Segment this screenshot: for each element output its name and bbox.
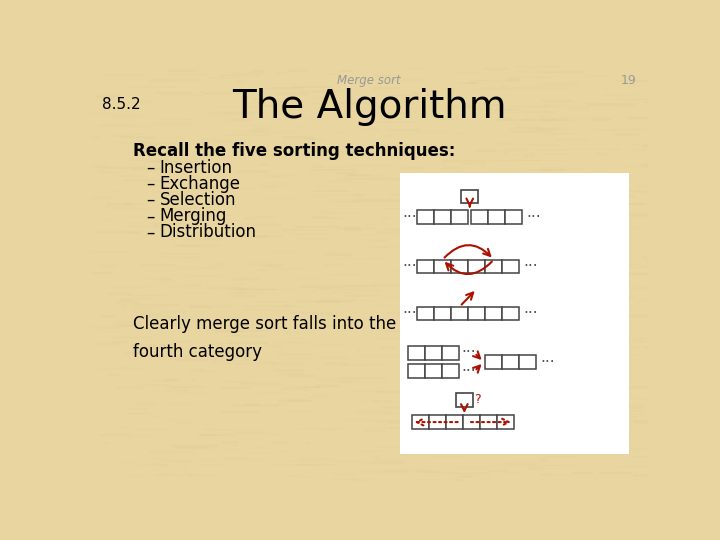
Bar [468, 260, 485, 273]
Bar [451, 211, 468, 224]
Text: 19: 19 [621, 74, 636, 87]
Bar [417, 211, 434, 224]
Bar [462, 190, 478, 204]
Bar [412, 415, 428, 429]
Text: ···: ··· [523, 306, 538, 321]
Text: 8.5.2: 8.5.2 [102, 97, 140, 112]
Bar [497, 415, 514, 429]
Bar [446, 415, 463, 429]
Bar [417, 260, 434, 273]
Bar [505, 211, 523, 224]
Text: Insertion: Insertion [160, 159, 233, 177]
Text: ···: ··· [402, 306, 417, 321]
Text: Exchange: Exchange [160, 175, 240, 193]
Text: ?: ? [474, 393, 481, 406]
Text: The Algorithm: The Algorithm [232, 88, 506, 126]
Bar [408, 364, 425, 378]
Bar [428, 415, 446, 429]
Bar [425, 346, 442, 360]
Text: Merge sort: Merge sort [337, 74, 401, 87]
Bar [485, 355, 503, 369]
Bar [519, 355, 536, 369]
Text: ···: ··· [461, 364, 475, 379]
Text: Clearly merge sort falls into the
fourth category: Clearly merge sort falls into the fourth… [132, 315, 396, 361]
Text: Recall the five sorting techniques:: Recall the five sorting techniques: [132, 142, 455, 160]
Text: –: – [145, 207, 154, 225]
Bar [417, 307, 434, 320]
Text: ···: ··· [402, 259, 417, 274]
Bar [472, 211, 488, 224]
Text: Selection: Selection [160, 191, 236, 209]
Text: ···: ··· [523, 259, 538, 274]
Bar [400, 173, 629, 454]
FancyArrowPatch shape [446, 262, 492, 274]
Text: ···: ··· [461, 345, 475, 360]
Bar [434, 307, 451, 320]
Text: –: – [145, 175, 154, 193]
Bar [463, 415, 480, 429]
Bar [434, 260, 451, 273]
Bar [485, 260, 503, 273]
Bar [425, 364, 442, 378]
Text: Merging: Merging [160, 207, 227, 225]
Bar [468, 307, 485, 320]
Text: –: – [145, 191, 154, 209]
Text: ···: ··· [526, 210, 541, 225]
Bar [503, 307, 519, 320]
Bar [503, 260, 519, 273]
FancyArrowPatch shape [444, 245, 490, 258]
Bar [480, 415, 497, 429]
Text: –: – [145, 159, 154, 177]
Text: ···: ··· [402, 210, 417, 225]
Bar [451, 307, 468, 320]
Text: –: – [145, 224, 154, 241]
Text: Distribution: Distribution [160, 224, 257, 241]
Bar [434, 211, 451, 224]
Text: ···: ··· [540, 355, 554, 369]
Bar [442, 346, 459, 360]
Bar [503, 355, 519, 369]
Bar [408, 346, 425, 360]
Bar [451, 260, 468, 273]
Bar [442, 364, 459, 378]
Bar [456, 393, 473, 407]
Bar [488, 211, 505, 224]
Bar [485, 307, 503, 320]
